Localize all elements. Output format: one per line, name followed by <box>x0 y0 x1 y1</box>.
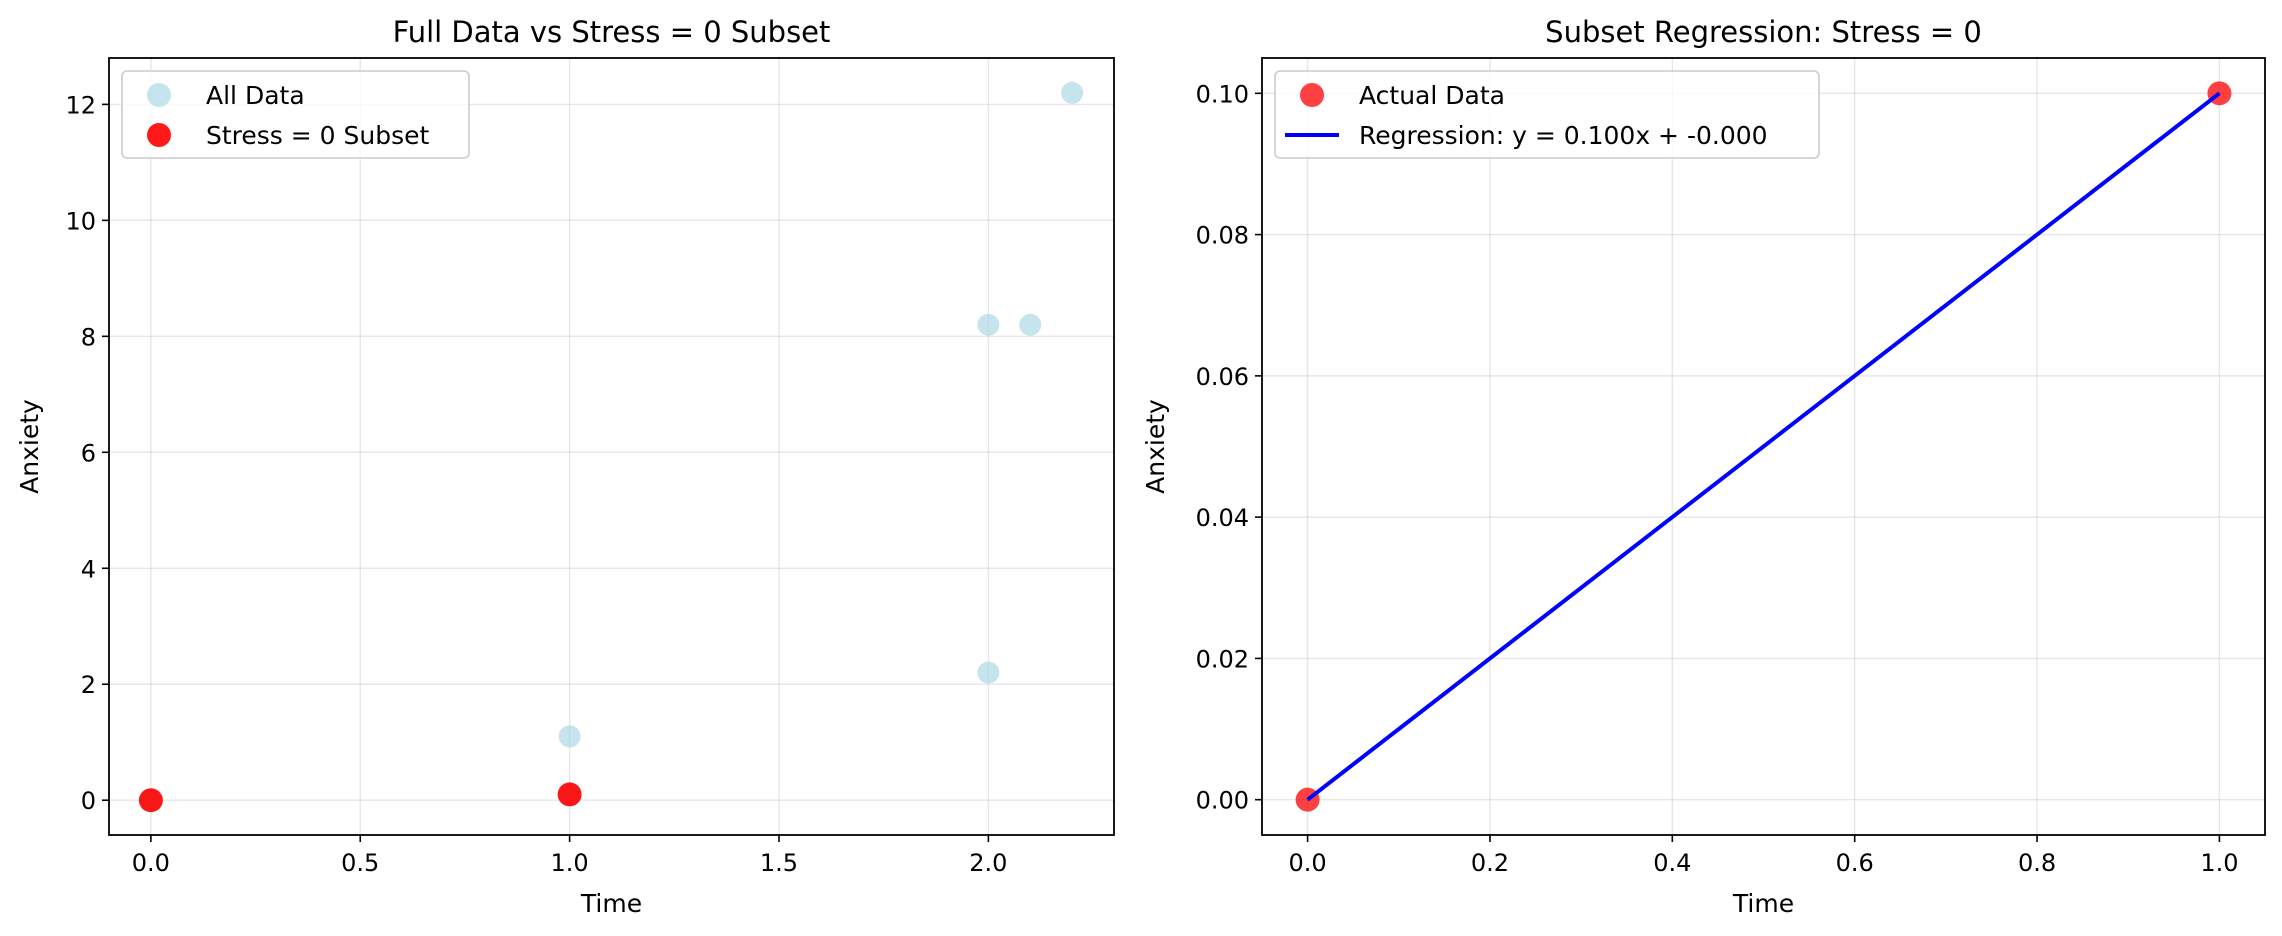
y-tick-label: 0.04 <box>1196 504 1249 532</box>
plot-frame <box>108 57 1115 836</box>
x-tick-label: 2.0 <box>969 849 1007 877</box>
plot-frame <box>1261 57 2266 836</box>
y-axis-label: Anxiety <box>1141 399 1170 494</box>
legend-entry-2: Stress = 0 Subset <box>147 121 430 150</box>
regression-line <box>1306 91 2221 802</box>
legend-box <box>1274 70 1820 159</box>
x-tick-label: 0.0 <box>1289 849 1327 877</box>
x-tick-label: 0.6 <box>1836 849 1874 877</box>
series-2 <box>1306 91 2221 802</box>
y-tick-label: 0.10 <box>1196 80 1249 108</box>
y-tick-label: 0.06 <box>1196 363 1249 391</box>
y-axis-label: Anxiety <box>15 399 44 494</box>
x-tick-label: 0.5 <box>341 849 379 877</box>
data-point <box>977 313 1000 336</box>
x-tick-label: 0.2 <box>1471 849 1509 877</box>
legend-marker-swatch <box>147 123 171 147</box>
x-tick-label: 0.0 <box>132 849 170 877</box>
y-tick-label: 0.02 <box>1196 645 1249 673</box>
data-point <box>138 788 163 813</box>
chart-title: Subset Regression: Stress = 0 <box>1545 15 1982 49</box>
data-point <box>558 725 581 748</box>
legend-label: All Data <box>206 81 305 110</box>
x-axis-label: Time <box>580 889 642 918</box>
x-tick-label: 0.4 <box>1653 849 1691 877</box>
legend-label: Regression: y = 0.100x + -0.000 <box>1359 121 1768 150</box>
legend-entry-2: Regression: y = 0.100x + -0.000 <box>1285 121 1768 150</box>
data-point <box>557 782 582 807</box>
legend-marker-swatch <box>147 83 171 107</box>
legend-box <box>121 70 470 159</box>
legend-label: Stress = 0 Subset <box>206 121 430 150</box>
chart-panel-1: 0.0 0.5 1.0 1.5 2.0 0 2 4 6 8 10 12 Full Data vs Str… <box>15 15 1115 918</box>
legend-marker-swatch <box>1300 83 1324 107</box>
legend-label: Actual Data <box>1359 81 1505 110</box>
legend: Actual Data Regression: y = 0.100x + -0.0… <box>1274 70 1820 159</box>
y-tick-label: 2 <box>81 671 96 699</box>
y-tick-label: 6 <box>81 439 96 467</box>
legend-entry-1: Actual Data <box>1300 81 1505 110</box>
y-tick-label: 4 <box>81 555 96 583</box>
y-tick-label: 0.08 <box>1196 222 1249 250</box>
y-tick-label: 12 <box>65 91 96 119</box>
y-tick-label: 0.00 <box>1196 787 1249 815</box>
data-point <box>977 661 1000 684</box>
series-2 <box>138 782 582 813</box>
y-tick-label: 10 <box>65 207 96 235</box>
legend: All Data Stress = 0 Subset <box>121 70 470 159</box>
chart-title: Full Data vs Stress = 0 Subset <box>393 15 831 49</box>
x-tick-label: 0.8 <box>2018 849 2056 877</box>
data-point <box>1019 313 1042 336</box>
y-tick-label: 8 <box>81 323 96 351</box>
data-point <box>1061 81 1084 104</box>
chart-panel-2: 0.0 0.2 0.4 0.6 0.8 1.0 0.00 0.02 0.04 0.06 0.08 0.… <box>1141 15 2266 918</box>
y-tick-label: 0 <box>81 787 96 815</box>
x-axis-label: Time <box>1732 889 1794 918</box>
series-1 <box>139 81 1084 812</box>
legend-entry-1: All Data <box>147 81 305 110</box>
x-tick-label: 1.5 <box>760 849 798 877</box>
x-tick-label: 1.0 <box>551 849 589 877</box>
x-tick-label: 1.0 <box>2200 849 2238 877</box>
